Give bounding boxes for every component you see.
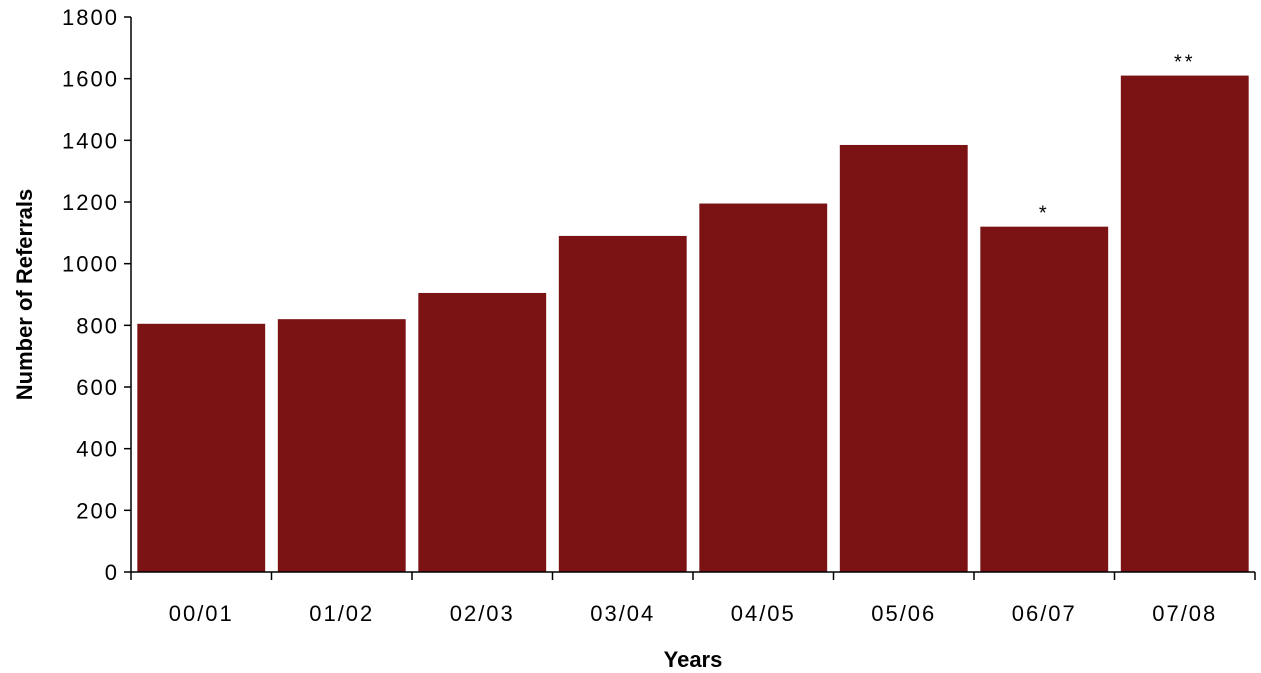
y-tick-label: 600 [76, 375, 119, 400]
bars-group [137, 75, 1249, 573]
y-tick-label: 400 [76, 437, 119, 462]
bar [558, 235, 687, 572]
bar [980, 226, 1109, 572]
x-tick-label: 00/01 [169, 601, 234, 626]
x-ticks-group: 00/01 01/02 02/03 03/04 04/05 05/06 06/07 07/08 [130, 572, 1256, 626]
annotations-group: *** [1039, 52, 1196, 225]
y-tick-label: 1800 [62, 5, 119, 30]
x-tick-label: 02/03 [450, 601, 515, 626]
y-tick-label: 1000 [62, 252, 119, 277]
bar [699, 203, 828, 572]
y-axis-title: Number of Referrals [12, 189, 37, 401]
y-tick-label: 1600 [62, 67, 119, 92]
y-tick-label: 800 [76, 313, 119, 338]
x-tick-label: 05/06 [871, 601, 936, 626]
x-axis-title: Years [664, 647, 723, 672]
x-tick-label: 03/04 [590, 601, 655, 626]
x-tick-label: 06/07 [1012, 601, 1077, 626]
bar [1120, 75, 1249, 572]
y-tick-label: 200 [76, 498, 119, 523]
y-tick-label: 0 [105, 560, 119, 585]
bar-annotation: ** [1174, 52, 1196, 74]
bar [137, 323, 266, 572]
bar-annotation: * [1039, 203, 1050, 225]
bar [277, 319, 406, 572]
x-tick-label: 01/02 [309, 601, 374, 626]
x-tick-label: 04/05 [731, 601, 796, 626]
y-tick-label: 1400 [62, 128, 119, 153]
y-tick-label: 1200 [62, 190, 119, 215]
x-tick-label: 07/08 [1152, 601, 1217, 626]
y-ticks-group: 0 200 400 600 800 1000 1200 1400 1600 1800 [62, 5, 131, 585]
bar [418, 292, 547, 572]
bar [839, 144, 968, 573]
